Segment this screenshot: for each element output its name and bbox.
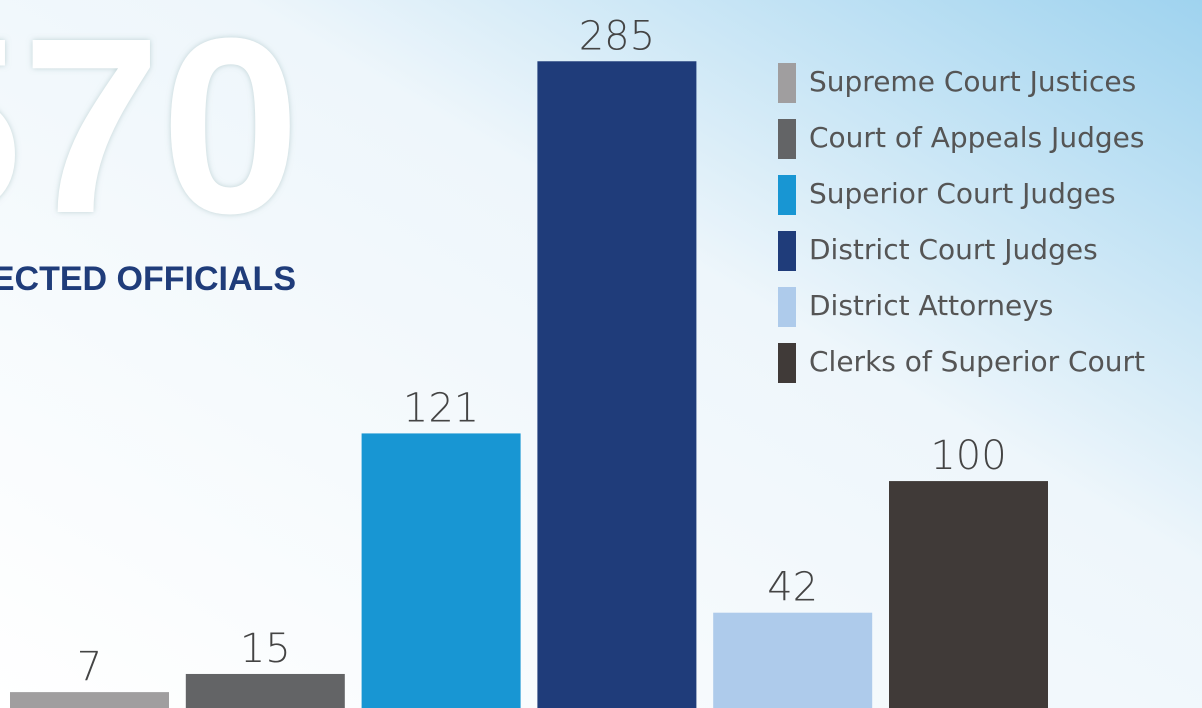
legend-swatch (778, 175, 796, 215)
bar (185, 673, 345, 708)
legend-label: District Court Judges (809, 233, 1098, 266)
bar (537, 61, 697, 708)
legend-swatch (778, 231, 796, 271)
total-label: ELECTED OFFICIALS (0, 260, 296, 298)
legend-label: Court of Appeals Judges (809, 121, 1144, 154)
bar (10, 692, 169, 708)
bar (889, 481, 1048, 708)
value-label: 121 (403, 385, 479, 431)
legend-swatch (778, 343, 796, 383)
bar (361, 433, 521, 708)
value-label: 7 (77, 644, 102, 690)
legend-label: District Attorneys (809, 289, 1053, 322)
value-label: 100 (930, 433, 1006, 479)
legend-swatch (778, 119, 796, 159)
legend-label: Clerks of Superior Court (809, 345, 1145, 378)
value-label: 15 (240, 626, 291, 672)
bar (713, 612, 873, 708)
total-number: 570 (0, 0, 300, 265)
legend-label: Supreme Court Justices (809, 65, 1136, 98)
legend-label: Superior Court Judges (809, 177, 1116, 210)
legend-swatch (778, 63, 796, 103)
value-label: 285 (579, 13, 655, 59)
legend-swatch (778, 287, 796, 327)
value-label: 42 (767, 565, 818, 611)
